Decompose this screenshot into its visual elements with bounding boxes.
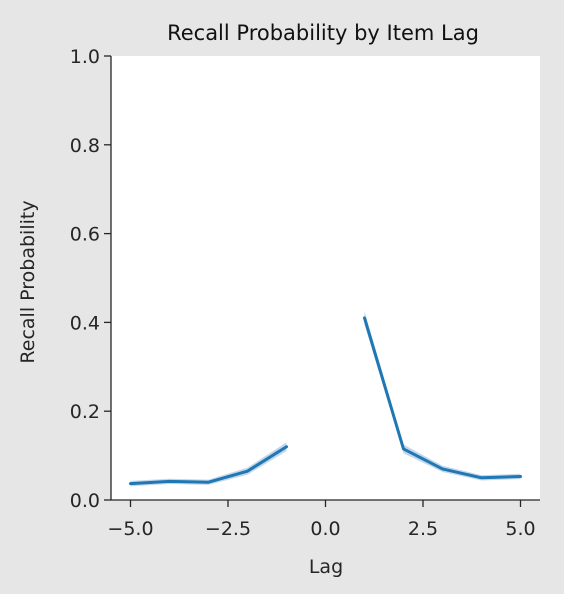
x-tick-label: −2.5	[205, 518, 251, 540]
y-tick-label: 0.0	[70, 490, 100, 512]
y-tick-label: 0.4	[70, 312, 100, 334]
x-tick-label: 5.0	[505, 518, 535, 540]
x-tick-label: 2.5	[408, 518, 438, 540]
plot-area	[111, 56, 540, 500]
y-tick-label: 0.2	[70, 401, 100, 423]
chart-title: Recall Probability by Item Lag	[167, 21, 479, 45]
y-axis-ticks: 0.0 0.2 0.4 0.6 0.8 1.0	[70, 46, 111, 512]
x-axis-title: Lag	[309, 556, 343, 578]
y-tick-label: 0.6	[70, 224, 100, 246]
x-tick-label: 0.0	[310, 518, 340, 540]
x-axis-ticks: −5.0 −2.5 0.0 2.5 5.0	[107, 500, 536, 540]
x-tick-label: −5.0	[107, 518, 153, 540]
y-axis-title: Recall Probability	[17, 200, 39, 363]
series-lines	[129, 316, 522, 486]
y-tick-label: 1.0	[70, 46, 100, 68]
y-tick-label: 0.8	[70, 135, 100, 157]
